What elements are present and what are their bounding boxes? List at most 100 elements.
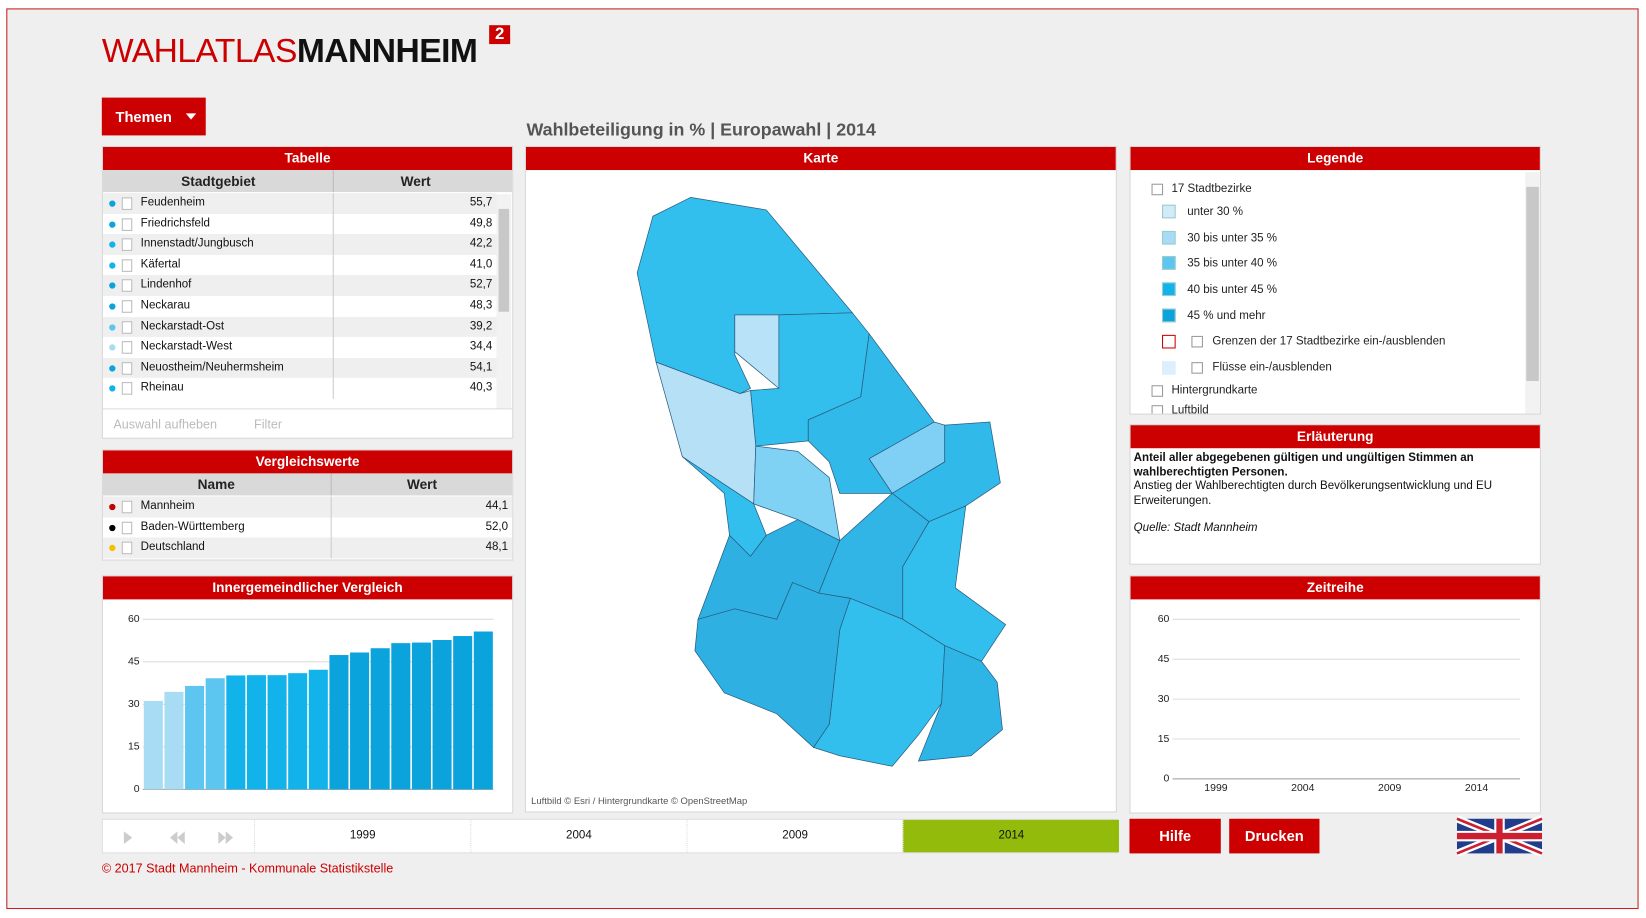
checkbox[interactable] [1191,361,1203,374]
legend-panel: Legende 17 Stadtbezirke unter 30 % 30 bis … [1129,145,1541,415]
y-tick-label: 45 [1158,654,1170,665]
scroll-thumb[interactable] [498,208,510,312]
timeline-year[interactable]: 1999 [254,819,470,853]
y-tick-label: 15 [1158,734,1170,745]
menu-button[interactable]: Themen [101,97,206,136]
toggle-label: Flüsse ein-/ausblenden [1212,360,1332,374]
legend-swatch [1162,204,1176,219]
table-row[interactable]: Rheinau 40,3 [102,378,497,399]
bar [453,636,473,790]
legend-label: 40 bis unter 45 % [1187,283,1278,297]
help-button[interactable]: Hilfe [1129,818,1221,854]
column-label[interactable]: Name [197,476,235,493]
explanation-panel: Erläuterung Anteil aller abgegebenen gül… [1129,424,1541,565]
checkbox[interactable] [1151,183,1164,196]
table-row[interactable]: Innenstadt/Jungbusch 42,2 [102,234,497,255]
x-tick-label: 2009 [1378,783,1401,794]
scrollbar[interactable] [496,194,512,410]
bar [246,675,266,790]
table-row[interactable]: Baden-Württemberg 52,0 [102,517,513,538]
x-tick-label: 2004 [1291,783,1314,794]
row-value: 41,0 [469,258,493,271]
table-row[interactable]: Neckarstadt-Ost 39,2 [102,316,497,338]
layer-label: Hintergrundkarte [1171,384,1258,397]
row-icon [121,217,133,231]
footer: © 2017 Stadt Mannheim - Kommunale Statis… [101,860,394,876]
checkbox[interactable] [1191,335,1203,348]
legend-swatch [1162,282,1176,297]
flag[interactable] [1455,815,1544,857]
table-row[interactable]: Mannheim 44,1 [102,496,513,518]
row-icon [121,361,133,375]
table-row[interactable]: Neckarau 48,3 [102,296,497,317]
forward-button[interactable] [218,831,234,844]
column-label[interactable]: Wert [406,476,438,493]
bar [205,678,225,790]
district[interactable] [917,645,1003,762]
logo: WAHLATLASMANNHEIM [102,31,478,70]
column-divider [332,170,334,193]
bar [391,643,411,790]
row-value: 44,1 [485,499,509,513]
explanation-bold: Anteil aller abgegebenen gültigen und un… [1133,451,1474,479]
column-divider [330,517,332,538]
explanation-text: Anstieg der Wahlberechtigten durch Bevöl… [1133,479,1493,507]
bar [432,640,452,790]
bar [308,669,328,790]
timeline-year[interactable]: 2009 [686,819,903,853]
column-label[interactable]: Wert [400,173,431,189]
row-name: Mannheim [140,499,195,513]
row-dot [109,385,116,392]
back-button[interactable] [170,831,185,844]
column-divider [332,193,334,214]
row-name: Innenstadt/Jungbusch [140,237,254,251]
logo-right: MANNHEIM [296,31,478,70]
row-icon [121,300,133,313]
bar [411,642,431,790]
district[interactable] [807,332,935,494]
checkbox[interactable] [1151,405,1164,414]
column-divider [332,357,334,379]
toggle-swatch [1162,334,1176,349]
y-tick-label: 30 [128,699,140,710]
row-name: Rheinau [140,381,184,395]
row-value: 48,3 [469,299,493,312]
action-button[interactable]: Auswahl aufheben [113,416,218,432]
row-dot [109,241,116,248]
row-value: 48,1 [485,540,509,554]
row-dot [109,365,116,372]
table-row[interactable]: Lindenhof 52,7 [102,275,497,296]
menu-label: Themen [115,108,172,125]
column-label[interactable]: Stadtgebiet [181,173,256,189]
action-button[interactable]: Filter [254,416,283,432]
row-value: 40,3 [469,381,493,395]
bar [226,675,246,790]
timeline-year[interactable]: 2004 [470,819,686,853]
table-row[interactable]: Deutschland 48,1 [102,537,513,559]
table-row[interactable]: Friedrichsfeld 49,8 [102,213,497,235]
legend-label: 35 bis unter 40 % [1187,257,1278,271]
table-panel: Tabelle Stadtgebiet Wert Feudenheim 55,7 Fri… [101,145,514,439]
column-divider [332,254,334,276]
scrollbar[interactable] [1525,172,1540,414]
timeline-year[interactable]: 2014 [902,819,1119,853]
scroll-thumb[interactable] [1526,186,1539,382]
table-row[interactable]: Neuostheim/Neuhermsheim 54,1 [102,357,497,379]
print-button[interactable]: Drucken [1229,818,1320,854]
row-name: Lindenhof [140,278,192,292]
panel-title: Erläuterung [1130,425,1540,449]
checkbox[interactable] [1151,385,1164,397]
table-row[interactable]: Neckarstadt-West 34,4 [102,337,497,358]
table-row[interactable]: Käfertal 41,0 [102,254,497,276]
column-divider [332,316,334,338]
row-icon [121,320,133,334]
row-name: Neuostheim/Neuhermsheim [140,360,284,374]
row-dot [109,200,116,207]
y-tick-label: 0 [1164,774,1170,785]
play-button[interactable] [123,831,133,844]
table-row[interactable]: Feudenheim 55,7 [102,193,497,214]
panel-title: Tabelle [102,146,513,171]
district[interactable] [694,582,851,748]
y-tick-label: 60 [128,614,140,625]
